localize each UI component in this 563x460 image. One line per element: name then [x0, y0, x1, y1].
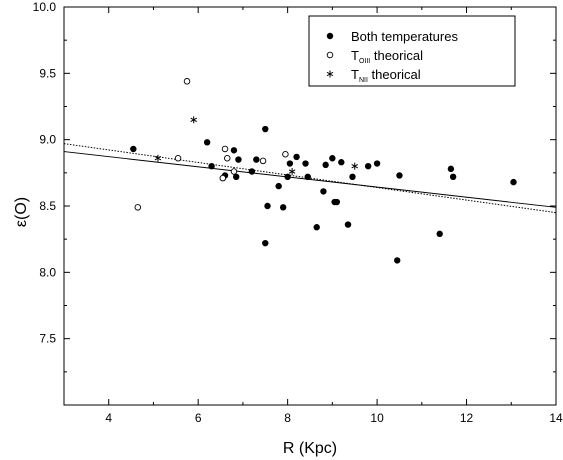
data-point [349, 173, 356, 181]
data-point [333, 198, 341, 206]
data-point [224, 154, 231, 162]
data-point [286, 160, 294, 167]
data-point [396, 172, 403, 179]
data-point [203, 139, 211, 146]
data-point [183, 78, 191, 85]
data-point [447, 165, 455, 173]
data-point [351, 162, 359, 170]
data-point [373, 160, 381, 167]
series-asterisk [154, 116, 359, 176]
y-tick-label: 8.5 [39, 199, 56, 213]
x-tick-label: 8 [284, 411, 291, 425]
data-point [259, 157, 267, 165]
x-tick-label: 14 [549, 411, 563, 425]
data-point [230, 147, 238, 154]
data-point [288, 168, 296, 176]
y-tick-label: 10.0 [33, 0, 57, 14]
data-point [436, 230, 443, 238]
x-tick-label: 12 [460, 411, 474, 425]
fit-lines [63, 143, 557, 214]
data-point [262, 125, 269, 133]
data-point [293, 153, 300, 161]
data-point [230, 168, 238, 175]
fit-line-solid [63, 151, 557, 208]
y-axis-label: ε(O) [13, 197, 30, 227]
data-point [248, 168, 256, 175]
data-point [329, 155, 336, 162]
data-point [394, 257, 401, 264]
data-point [284, 173, 291, 181]
legend-label: TNII theorical [351, 67, 421, 84]
data-point [262, 239, 269, 247]
x-tick-label: 4 [105, 411, 112, 425]
data-point [219, 174, 227, 182]
y-tick-label: 7.5 [39, 332, 56, 346]
legend: Both temperatures TOIII theorical TNII the… [308, 15, 516, 87]
series-filled-circle [130, 125, 517, 264]
fit-line-dotted [63, 143, 557, 214]
data-point [264, 202, 271, 210]
data-point [221, 145, 229, 153]
data-point [174, 154, 182, 162]
legend-marker [326, 32, 334, 40]
data-point [134, 204, 142, 211]
x-tick-label: 10 [370, 411, 384, 425]
data-point [510, 178, 517, 186]
legend-label: TOIII theorical [351, 48, 423, 65]
data-point [313, 224, 320, 231]
data-point [233, 173, 240, 181]
data-point [338, 159, 345, 166]
data-point [253, 156, 260, 163]
axis-ticks: 4 6 8 10 12 14 7.5 8.0 8.5 9.0 9.5 10.0 [33, 0, 563, 425]
data-point [279, 204, 287, 211]
series-open-circle [134, 78, 289, 211]
y-tick-label: 8.0 [39, 265, 56, 279]
data-point [364, 163, 372, 170]
x-axis-label: R (Kpc) [283, 440, 337, 457]
data-points [130, 78, 517, 264]
data-point [304, 173, 311, 181]
legend-box [308, 15, 516, 87]
data-point [154, 154, 162, 162]
y-tick-label: 9.0 [39, 133, 56, 147]
data-point [275, 182, 282, 190]
data-point [344, 221, 352, 228]
data-point [130, 145, 137, 153]
x-tick-label: 6 [195, 411, 202, 425]
data-point [322, 161, 329, 169]
data-point [449, 173, 457, 181]
data-point [302, 160, 309, 167]
legend-marker [326, 51, 334, 59]
legend-marker [326, 70, 334, 78]
legend-label: Both temperatures [351, 29, 458, 44]
y-tick-label: 9.5 [39, 66, 56, 80]
data-point [320, 188, 327, 195]
data-point [190, 116, 197, 124]
data-point [282, 151, 289, 158]
data-point [208, 163, 215, 170]
data-point [235, 156, 242, 163]
